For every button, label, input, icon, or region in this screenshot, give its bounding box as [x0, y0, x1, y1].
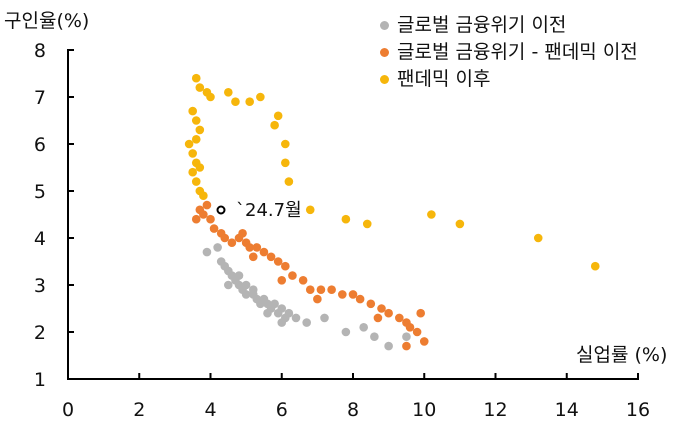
svg-text:3: 3	[34, 275, 46, 297]
svg-text:8: 8	[34, 40, 46, 62]
svg-text:14: 14	[555, 399, 579, 421]
highlight-marker	[216, 205, 226, 215]
svg-text:0: 0	[62, 399, 74, 421]
svg-text:10: 10	[412, 399, 436, 421]
y-tick-labels: 1 2 3 4 5 6 7 8	[34, 40, 46, 391]
legend-item: 글로벌 금융위기 이전	[380, 12, 638, 39]
legend-dot-icon	[380, 48, 389, 57]
legend-dot-icon	[380, 21, 389, 30]
legend-item: 팬데믹 이후	[380, 66, 638, 93]
axes	[67, 49, 639, 380]
annotation-label: `24.7월	[236, 200, 302, 221]
svg-text:4: 4	[204, 399, 216, 421]
svg-text:2: 2	[34, 322, 46, 344]
svg-text:4: 4	[34, 228, 46, 250]
svg-text:16: 16	[626, 399, 650, 421]
legend-dot-icon	[380, 75, 389, 84]
x-axis-label: 실업률 (%)	[576, 344, 668, 366]
legend-item: 글로벌 금융위기 - 팬데믹 이전	[380, 39, 638, 66]
svg-text:6: 6	[34, 134, 46, 156]
svg-text:1: 1	[34, 369, 46, 391]
y-axis-label: 구인율(%)	[4, 10, 90, 32]
x-tick-labels: 0 2 4 6 8 10 12 14 16	[62, 399, 650, 421]
svg-text:8: 8	[347, 399, 359, 421]
svg-text:7: 7	[34, 87, 46, 109]
svg-text:6: 6	[276, 399, 288, 421]
data-points	[184, 73, 600, 351]
svg-text:2: 2	[133, 399, 145, 421]
svg-text:12: 12	[483, 399, 507, 421]
legend: 글로벌 금융위기 이전 글로벌 금융위기 - 팬데믹 이전 팬데믹 이후	[380, 12, 638, 93]
svg-text:5: 5	[34, 181, 46, 203]
